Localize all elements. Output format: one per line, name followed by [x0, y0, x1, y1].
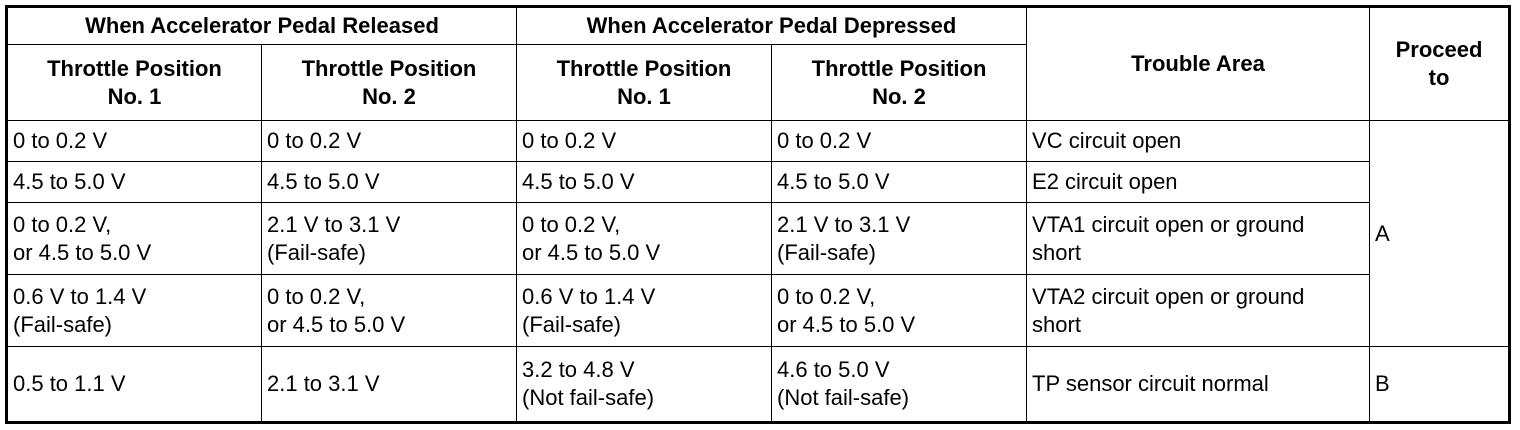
cell-released-tp2: 0 to 0.2 V — [261, 120, 517, 162]
cell-depressed-tp2: 2.1 V to 3.1 V (Fail-safe) — [770, 202, 1028, 275]
header-pedal-depressed: When Accelerator Pedal Depressed — [515, 6, 1028, 45]
cell-released-tp1: 4.5 to 5.0 V — [6, 161, 262, 203]
cell-released-tp2: 2.1 to 3.1 V — [261, 346, 517, 423]
cell-depressed-tp1: 0.6 V to 1.4 V (Fail-safe) — [516, 274, 772, 347]
header-depressed-tp1: Throttle Position No. 1 — [516, 44, 772, 121]
header-proceed-to: Proceed to — [1369, 6, 1511, 121]
header-depressed-tp2: Throttle Position No. 2 — [770, 44, 1028, 121]
cell-trouble-area: VTA2 circuit open or ground short — [1026, 274, 1371, 347]
cell-trouble-area: E2 circuit open — [1026, 161, 1371, 203]
cell-released-tp1: 0 to 0.2 V, or 4.5 to 5.0 V — [6, 202, 262, 275]
cell-trouble-area: TP sensor circuit normal — [1026, 346, 1371, 423]
header-pedal-released: When Accelerator Pedal Released — [6, 6, 517, 45]
cell-depressed-tp1: 0 to 0.2 V, or 4.5 to 5.0 V — [516, 202, 772, 275]
header-row-group: When Accelerator Pedal Released When Acc… — [6, 6, 1511, 121]
cell-depressed-tp1: 4.5 to 5.0 V — [516, 161, 772, 203]
cell-released-tp2: 0 to 0.2 V, or 4.5 to 5.0 V — [261, 274, 517, 347]
cell-depressed-tp1: 3.2 to 4.8 V (Not fail-safe) — [516, 346, 772, 423]
cell-depressed-tp2: 0 to 0.2 V, or 4.5 to 5.0 V — [770, 274, 1028, 347]
table-row: 0.5 to 1.1 V 2.1 to 3.1 V 3.2 to 4.8 V (… — [6, 346, 1511, 423]
table-row: 0.6 V to 1.4 V (Fail-safe) 0 to 0.2 V, o… — [6, 274, 1510, 347]
cell-trouble-area: VTA1 circuit open or ground short — [1026, 202, 1371, 275]
cell-released-tp1: 0.6 V to 1.4 V (Fail-safe) — [6, 274, 262, 347]
cell-released-tp1: 0.5 to 1.1 V — [6, 346, 262, 423]
table-row: 4.5 to 5.0 V 4.5 to 5.0 V 4.5 to 5.0 V 4… — [6, 161, 1510, 203]
cell-released-tp2: 4.5 to 5.0 V — [261, 161, 517, 203]
cell-trouble-area: VC circuit open — [1026, 120, 1371, 162]
header-row-sub: Throttle Position No. 1 Throttle Positio… — [6, 44, 1510, 121]
throttle-position-table: When Accelerator Pedal Released When Acc… — [5, 5, 1512, 424]
cell-released-tp1: 0 to 0.2 V — [6, 120, 262, 162]
cell-proceed-to: A — [1369, 120, 1511, 347]
cell-depressed-tp2: 4.6 to 5.0 V (Not fail-safe) — [770, 346, 1028, 423]
cell-proceed-to: B — [1369, 346, 1511, 423]
cell-depressed-tp2: 4.5 to 5.0 V — [770, 161, 1028, 203]
cell-released-tp2: 2.1 V to 3.1 V (Fail-safe) — [261, 202, 517, 275]
table-row: 0 to 0.2 V, or 4.5 to 5.0 V 2.1 V to 3.1… — [6, 202, 1510, 275]
header-released-tp2: Throttle Position No. 2 — [261, 44, 517, 121]
header-released-tp1: Throttle Position No. 1 — [6, 44, 262, 121]
cell-depressed-tp2: 0 to 0.2 V — [770, 120, 1028, 162]
cell-depressed-tp1: 0 to 0.2 V — [516, 120, 772, 162]
table-row: 0 to 0.2 V 0 to 0.2 V 0 to 0.2 V 0 to 0.… — [6, 120, 1511, 347]
header-trouble-area: Trouble Area — [1026, 6, 1371, 121]
